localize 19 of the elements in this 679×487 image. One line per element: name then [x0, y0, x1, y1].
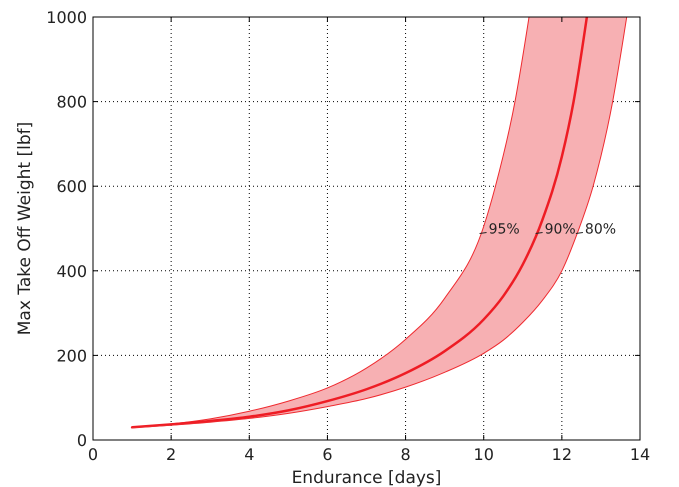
- series-label: 90%: [544, 222, 576, 238]
- x-tick-label: 6: [322, 445, 333, 464]
- y-axis-title: Max Take Off Weight [lbf]: [15, 122, 35, 336]
- y-tick-label: 800: [56, 92, 87, 112]
- x-tick-label: 10: [474, 445, 494, 464]
- y-tick-label: 200: [56, 346, 87, 366]
- y-tick-label: 600: [56, 177, 87, 196]
- y-tick-label: 0: [76, 431, 87, 450]
- x-tick-label: 2: [166, 445, 176, 464]
- x-tick-label: 12: [552, 445, 572, 464]
- x-tick-label: 0: [88, 445, 98, 464]
- series-label: 80%: [584, 222, 616, 238]
- x-tick-label: 8: [400, 445, 411, 464]
- x-axis-title: Endurance [days]: [292, 468, 442, 487]
- x-tick-label: 14: [630, 445, 650, 464]
- x-tick-label: 4: [244, 445, 254, 464]
- y-tick-label: 400: [56, 262, 87, 281]
- y-tick-label: 1000: [46, 8, 87, 27]
- series-label: 95%: [488, 222, 520, 238]
